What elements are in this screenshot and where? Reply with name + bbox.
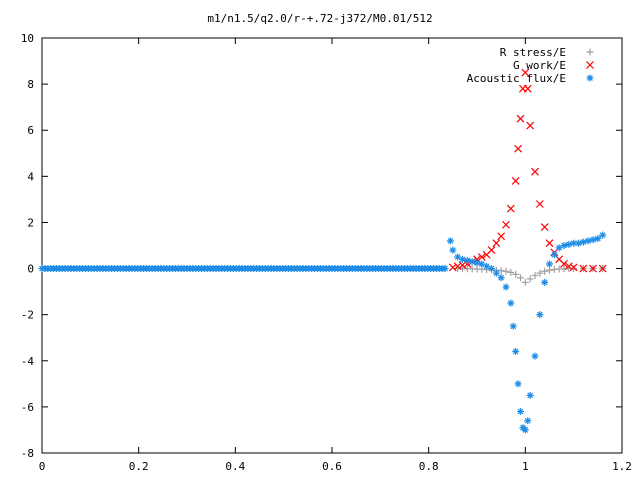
data-point	[535, 200, 544, 208]
x-tick-label: 0	[39, 460, 46, 473]
data-point	[521, 68, 530, 77]
y-tick-label: -8	[21, 447, 34, 460]
data-point	[545, 239, 554, 248]
data-point	[492, 269, 500, 277]
x-tick-label: 0.6	[322, 460, 342, 473]
data-point	[497, 232, 506, 241]
data-point	[560, 260, 568, 268]
data-point	[506, 204, 515, 213]
data-point	[541, 278, 549, 286]
data-point	[579, 264, 588, 273]
chart-title: m1/n1.5/q2.0/r-+.72-j372/M0.01/512	[207, 12, 432, 25]
data-point	[541, 267, 549, 275]
data-point	[453, 262, 462, 271]
data-point	[514, 380, 522, 388]
data-point	[598, 264, 607, 273]
axis-layer: 0 0.2 0.4 0.6 0.8 1 1.2 10 8 6 4 2 0 -2 -4 -6 -8	[21, 32, 632, 473]
data-point	[540, 223, 549, 231]
data-point	[531, 167, 539, 176]
data-point	[536, 269, 544, 277]
data-point	[514, 144, 523, 153]
data-point	[477, 253, 486, 261]
legend-label: R stress/E	[500, 46, 566, 59]
data-point	[589, 236, 597, 244]
legend-marker	[586, 61, 594, 69]
data-point	[524, 417, 532, 425]
data-layer	[38, 68, 607, 434]
data-point	[517, 408, 524, 415]
y-tick-label: 6	[27, 124, 34, 137]
data-point	[526, 121, 535, 130]
data-point	[569, 263, 578, 272]
data-point	[502, 283, 510, 291]
x-tick-label: 1.2	[612, 460, 632, 473]
legend-label: Acoustic flux/E	[467, 72, 566, 85]
x-tick-label: 0.8	[419, 460, 439, 473]
data-point	[487, 246, 496, 255]
y-tick-label: -2	[21, 309, 34, 322]
data-point	[550, 251, 558, 259]
data-point	[449, 246, 457, 254]
data-point	[517, 274, 524, 282]
data-point	[526, 391, 534, 399]
x-tick-label: 0.4	[225, 460, 245, 473]
series-2	[38, 231, 607, 434]
legend-marker	[586, 74, 594, 82]
data-point	[546, 266, 553, 274]
y-tick-label: -4	[21, 355, 35, 368]
data-point	[512, 270, 520, 278]
data-point	[560, 242, 568, 249]
y-tick-label: -6	[21, 401, 34, 414]
data-point	[507, 299, 515, 307]
data-point	[512, 348, 520, 356]
data-point	[511, 177, 520, 185]
data-point	[526, 275, 534, 283]
data-point	[516, 114, 525, 123]
y-tick-label: 2	[27, 216, 34, 229]
y-tick-label: 10	[21, 32, 34, 45]
legend-marker	[586, 48, 594, 56]
data-point	[502, 220, 510, 229]
data-point	[564, 262, 573, 271]
data-point	[594, 235, 602, 243]
data-point	[523, 84, 532, 93]
data-point	[521, 426, 529, 434]
y-tick-label: 0	[27, 263, 34, 276]
x-tick-label: 1	[522, 460, 529, 473]
data-point	[502, 267, 510, 275]
x-tick-label: 0.2	[129, 460, 149, 473]
data-point	[497, 274, 505, 282]
data-point	[536, 311, 544, 319]
data-point	[589, 264, 597, 273]
data-point	[441, 265, 449, 273]
data-point	[507, 268, 515, 276]
data-point	[488, 265, 495, 273]
data-point	[497, 267, 505, 275]
y-tick-label: 8	[27, 78, 34, 91]
data-point	[509, 322, 517, 330]
data-point	[446, 237, 454, 245]
data-point	[492, 239, 501, 248]
series-0	[454, 265, 607, 286]
data-point	[468, 258, 476, 266]
data-point	[546, 260, 553, 268]
data-point	[448, 263, 457, 272]
data-point	[575, 239, 582, 247]
data-point	[531, 271, 539, 279]
data-point	[531, 352, 539, 360]
data-point	[521, 278, 529, 286]
data-point	[599, 231, 607, 239]
y-tick-label: 4	[27, 170, 34, 183]
legend-label: G work/E	[513, 59, 566, 72]
